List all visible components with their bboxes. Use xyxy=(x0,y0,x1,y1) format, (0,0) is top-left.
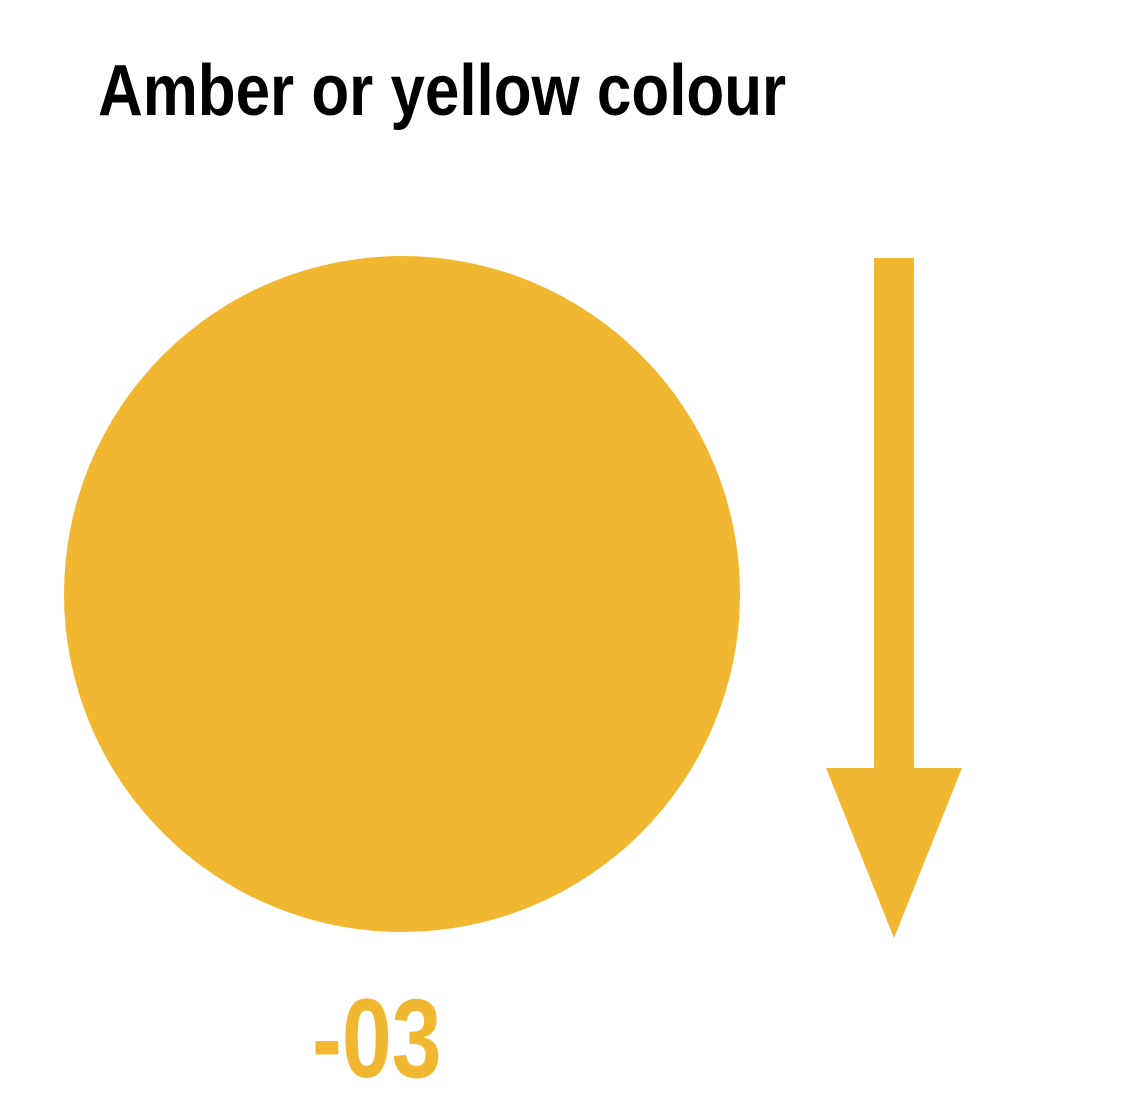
down-arrow-icon xyxy=(826,258,962,938)
arrow-head xyxy=(826,768,962,938)
page-title: Amber or yellow colour xyxy=(98,51,787,131)
arrow-shaft xyxy=(874,258,914,770)
amber-circle xyxy=(64,256,740,932)
value-label: -03 xyxy=(312,976,442,1101)
